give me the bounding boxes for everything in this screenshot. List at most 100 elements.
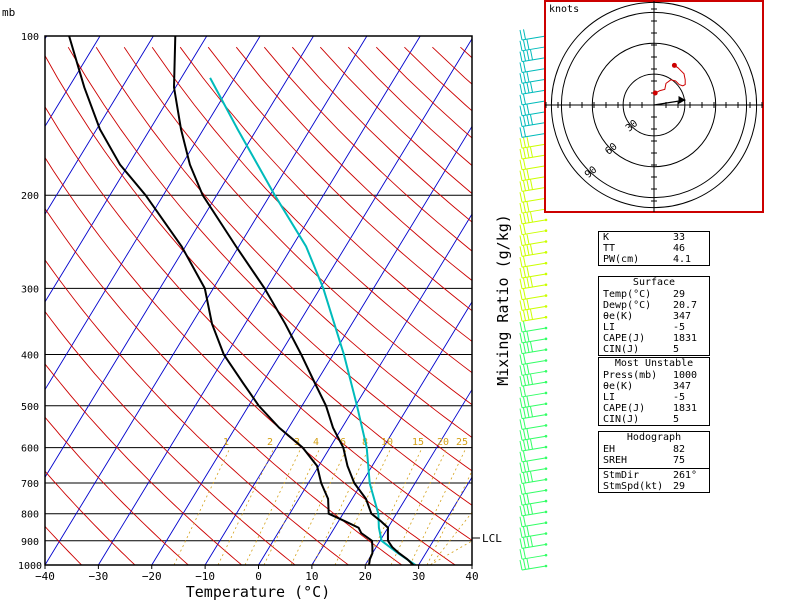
wind-barb	[519, 558, 548, 571]
wind-barb-base	[544, 337, 548, 341]
wind-barb-feather	[530, 536, 533, 547]
wind-barb-staff	[521, 273, 547, 279]
wind-barb-feather	[519, 29, 523, 41]
wind-barb-feather	[523, 505, 526, 516]
wind-barb	[519, 94, 548, 106]
wind-barb-base	[544, 402, 548, 406]
wind-barb-staff	[521, 176, 547, 182]
surface-row: LI -5	[599, 322, 709, 333]
wind-barb	[519, 169, 548, 182]
wind-barb-feather	[523, 256, 526, 267]
wind-barb-staff	[521, 500, 547, 506]
pressure-tick-label: 700	[21, 479, 39, 490]
surface-label: LI	[603, 322, 616, 333]
wind-barb-feather	[519, 94, 523, 105]
most-unstable-title: Most Unstable	[614, 358, 694, 369]
wind-barb	[519, 114, 548, 128]
mixing-ratio-line	[217, 447, 275, 565]
wind-barb	[519, 526, 548, 539]
wind-barb-feather	[519, 62, 523, 73]
wind-barb-staff	[521, 446, 547, 452]
wind-barb	[519, 223, 548, 236]
wind-barb-feather	[526, 277, 530, 288]
wind-barb-feather	[523, 548, 526, 559]
wind-barb-feather	[523, 105, 526, 116]
temperature-line	[172, 36, 414, 565]
wind-barb-staff	[521, 414, 547, 420]
hodograph-stats-title: Hodograph	[626, 432, 682, 443]
wind-barb	[519, 256, 548, 268]
wind-barb-feather	[526, 504, 530, 515]
hodograph-trace-line	[654, 64, 686, 94]
wind-barb	[519, 29, 548, 41]
wind-barb-feather	[523, 440, 526, 451]
wind-barb-feather	[523, 386, 526, 397]
wind-barb-staff	[521, 489, 547, 495]
isotherm-line	[45, 36, 101, 128]
index-label: PW(cm)	[603, 254, 640, 265]
wind-barb	[519, 418, 548, 430]
hodograph-stat-row: SREH 75	[599, 455, 709, 466]
wind-barb-feather	[526, 428, 530, 440]
wind-barb-feather	[530, 309, 533, 320]
pressure-axis: 100 200 300 400 500 600 700 800 900 1000	[18, 32, 42, 572]
wind-barb-feather	[526, 115, 530, 126]
hodograph-stat-value: 261°	[673, 470, 698, 481]
wind-barb-feather	[523, 29, 526, 40]
surface-row: CIN(J) 5	[599, 344, 709, 355]
pressure-unit-label: mb	[2, 6, 15, 19]
wind-barb	[519, 288, 548, 301]
surface-value: 347	[673, 311, 692, 322]
mixing-ratio-tick-label: 1	[223, 437, 229, 448]
unstable-label: Press(mb)	[603, 370, 658, 381]
wind-barb-staff	[521, 403, 547, 409]
wind-barb-feather	[519, 159, 523, 170]
mixing-ratio-line	[312, 447, 370, 565]
wind-barb-staff	[521, 511, 547, 517]
wind-barb-staff	[521, 100, 547, 106]
wind-barb-feather	[530, 471, 533, 482]
wind-barb-feather	[519, 311, 523, 322]
wind-barb-feather	[519, 181, 523, 192]
temperature-tick-label: −30	[88, 570, 108, 583]
wind-barb-feather	[519, 484, 523, 495]
wind-barb-base	[544, 478, 548, 481]
storm-motion-arrowhead	[678, 96, 686, 105]
wind-barb-base	[544, 218, 548, 222]
unstable-label: θe(K)	[603, 381, 634, 392]
wind-barb-base	[544, 229, 548, 232]
isotherm-line	[364, 388, 472, 565]
hodograph-stat-value: 29	[673, 481, 686, 492]
dry-adiabat-line	[207, 46, 472, 312]
wind-barb-feather	[519, 83, 523, 95]
wind-barb-staff	[521, 143, 547, 149]
wind-barb-feather	[523, 310, 526, 321]
dry-adiabat-line	[45, 416, 190, 565]
wind-barb	[519, 331, 548, 344]
wind-barb-feather	[526, 364, 530, 375]
wind-barb-staff	[521, 78, 547, 84]
temperature-tick-label: −20	[142, 570, 162, 583]
dry-adiabat-line	[45, 54, 472, 506]
wind-barb-feather	[519, 538, 523, 549]
isotherm-line	[45, 36, 154, 216]
isotherm-line	[258, 213, 472, 565]
wind-barb	[519, 439, 548, 452]
dewpoint-line	[68, 36, 374, 565]
mixing-ratio-line	[430, 511, 472, 565]
wind-barb-feather	[526, 169, 530, 180]
wind-barb	[519, 451, 548, 463]
wind-barb-feather	[523, 451, 526, 462]
wind-barb	[519, 71, 548, 84]
wind-barb-base	[544, 553, 548, 557]
wind-barb-feather	[519, 321, 523, 333]
wind-barb	[519, 406, 548, 420]
wind-barb	[519, 179, 548, 192]
wind-barb	[519, 159, 548, 171]
wind-barb-feather	[526, 493, 530, 505]
wind-barb-feather	[526, 374, 530, 386]
wind-barb-feather	[523, 126, 526, 137]
wind-barb-feather	[519, 354, 523, 365]
hodograph-stat-label: StmSpd(kt)	[603, 481, 664, 492]
pressure-tick-label: 600	[21, 444, 39, 455]
